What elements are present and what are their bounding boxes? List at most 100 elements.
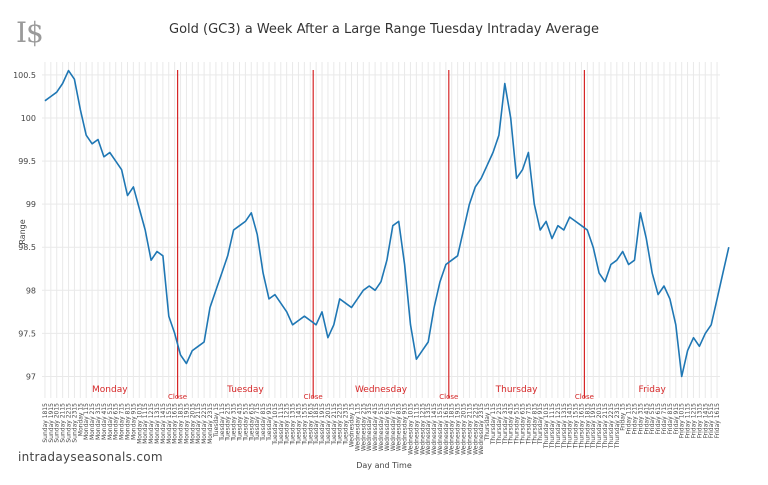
x-tick-label: Friday 1415 [702,403,709,439]
x-tick-label: Wednesday 1515 [437,403,444,455]
x-tick-label: Friday 915 [673,403,680,435]
series-line [44,69,730,378]
x-tick-label: Thursday 2315 [614,403,621,449]
x-tick-label: Thursday 1315 [561,403,568,449]
x-tick-label: Monday 2215 [201,403,208,444]
watermark: intradayseasonals.com [18,450,163,464]
x-tick-label: Tuesday 2015 [325,403,332,446]
x-tick-label: Sunday 1915 [48,403,55,443]
x-tick-label: Monday 615 [113,403,120,440]
close-markers: Close Close Close Close [168,70,594,401]
x-tick-label: Tuesday 1315 [290,403,297,446]
x-tick-label: Tuesday 1415 [295,403,302,446]
x-tick-label: Thursday 1415 [567,403,574,449]
x-tick-label: Monday 2115 [195,403,202,444]
x-tick-label: Tuesday 1615 [307,403,314,446]
x-tick-label: Wednesday 1315 [425,403,432,455]
y-tick-label: 99 [26,200,36,209]
y-tick-label: 97.5 [18,329,36,338]
x-tick-label: Monday 1115 [142,403,149,444]
y-gridlines [42,74,720,377]
x-tick-label: Thursday 1215 [555,403,562,449]
x-tick-label: Wednesday 1815 [449,403,456,455]
x-tick-label: Tuesday 1915 [319,403,326,446]
x-tick-label: Monday 1915 [183,403,190,444]
close-marker-label: Close [575,393,594,401]
day-label: Tuesday [226,385,264,395]
y-tick-label: 97 [26,372,36,381]
series-layer [44,69,730,378]
x-tick-label: Monday 1215 [148,403,155,444]
x-tick-label: Sunday 2015 [54,403,61,443]
x-tick-label: Wednesday 1415 [431,403,438,455]
x-tick-label: Friday 1615 [714,403,721,439]
x-tick-label: Monday 1815 [178,403,185,444]
x-tick-label: Tuesday 15 [213,403,220,438]
x-tick-label: Monday 1015 [136,403,143,444]
x-tick-label: Tuesday 2115 [331,403,338,446]
x-tick-label: Tuesday 815 [260,403,267,442]
x-tick-label: Monday 2015 [189,403,196,444]
x-tick-label: Friday 315 [637,403,644,435]
x-tick-label: Thursday 715 [525,403,532,445]
x-tick-label: Sunday 2315 [71,403,78,443]
x-tick-label: Wednesday 615 [384,403,391,451]
x-tick-label: Wednesday 2015 [461,403,468,455]
x-tick-label: Thursday 615 [519,403,526,445]
close-marker-label: Close [304,393,323,401]
x-tick-label: Tuesday 1815 [313,403,320,446]
x-tick-label: Monday 1515 [166,403,173,444]
x-tick-label: Tuesday 915 [266,403,273,442]
x-tick-label: Monday 315 [95,403,102,440]
x-tick-label: Tuesday 1215 [284,403,291,446]
x-tick-label: Friday 1515 [708,403,715,439]
x-tick-label: Friday 15 [620,403,627,431]
y-tick-label: 98.5 [18,243,36,252]
x-tick-label: Wednesday 515 [378,403,385,451]
x-tick-label: Thursday 1515 [573,403,580,449]
x-tick-label: Wednesday 15 [349,403,356,447]
x-tick-label: Friday 1115 [685,403,692,439]
x-tick-label: Thursday 1915 [590,403,597,449]
x-tick-label: Friday 1215 [690,403,697,439]
y-axis-label: Range [18,219,27,244]
x-tick-label: Tuesday 1115 [278,403,285,446]
x-tick-label: Sunday 1815 [42,403,49,443]
x-tick-label: Wednesday 115 [354,403,361,451]
x-tick-label: Thursday 415 [508,403,515,445]
x-tick-label: Wednesday 215 [360,403,367,451]
x-tick-label: Tuesday 1015 [272,403,279,446]
x-tick-label: Friday 1015 [679,403,686,439]
x-axis-label: Day and Time [356,461,412,470]
x-tick-label: Monday 1415 [160,403,167,444]
x-tick-label: Wednesday 1215 [419,403,426,455]
x-tick-label: Thursday 1015 [543,403,550,449]
x-tick-label: Monday 115 [83,403,90,440]
x-tick-label: Monday 1615 [172,403,179,444]
x-tick-label: Monday 215 [89,403,96,440]
x-tick-label: Friday 615 [655,403,662,435]
x-tick-label: Tuesday 2315 [343,403,350,446]
x-tick-label: Friday 815 [667,403,674,435]
day-label: Monday [92,385,128,395]
x-tick-label: Thursday 1815 [584,403,591,449]
x-tick-label: Wednesday 415 [372,403,379,451]
x-tick-label: Thursday 315 [502,403,509,445]
x-tick-label: Monday 515 [107,403,114,440]
x-tick-label: Monday 15 [77,403,84,436]
site-logo: I$ [16,16,44,49]
x-tick-label: Thursday 515 [514,403,521,445]
x-tick-label: Wednesday 1015 [407,403,414,455]
x-tick-label: Wednesday 915 [402,403,409,451]
day-labels: Monday Tuesday Wednesday Thursday Friday [92,385,666,395]
x-tick-label: Wednesday 315 [366,403,373,451]
x-tick-label: Thursday 2215 [608,403,615,449]
x-tick-label: Tuesday 315 [231,403,238,442]
day-label: Wednesday [355,385,408,395]
x-tick-label: Thursday 915 [537,403,544,445]
x-tick-label: Tuesday 2215 [337,403,344,446]
x-tick-label: Thursday 15 [484,403,491,442]
x-tick-label: Tuesday 415 [237,403,244,442]
